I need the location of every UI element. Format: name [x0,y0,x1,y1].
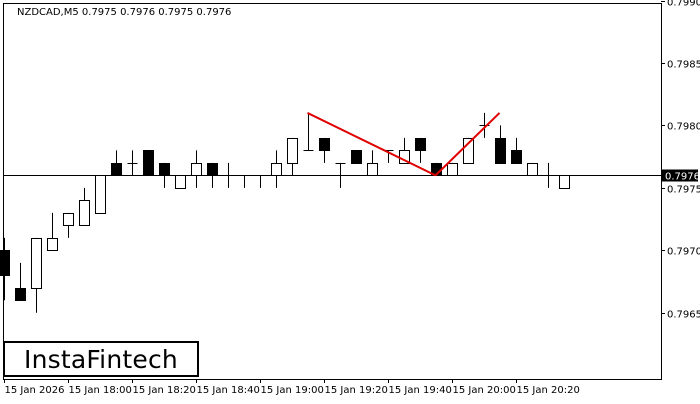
candle [15,262,26,301]
candle-body-bullish [47,238,58,251]
candle [111,150,122,176]
candle [463,137,474,164]
candle [255,175,266,188]
candle [287,137,298,176]
candle-body-bullish [447,163,458,176]
candle [143,150,154,176]
candle-body-bullish [367,163,378,176]
candle-body-bullish [463,138,474,164]
price-tick-label: 0.7990 [667,0,700,9]
candle-body-bearish [511,150,522,164]
candle [527,162,538,176]
candle-body-bearish [0,250,10,276]
candle [319,137,330,163]
time-tick-label: 15 Jan 19:40 [389,385,452,396]
candle [31,237,42,313]
symbol-header: NZDCAD,M5 0.7975 0.7976 0.7975 0.7976 [17,7,231,18]
logo-text: InstaFintech [24,344,178,374]
candle [175,175,186,189]
candle [207,162,218,188]
time-tick-label: 15 Jan 18:00 [69,385,132,396]
candle [95,175,106,214]
time-tick-label: 15 Jan 2026 [5,385,65,396]
candle-body-bearish [319,138,330,151]
candle-body-bullish [191,163,202,176]
candle [159,162,170,188]
candle [511,137,522,164]
price-tick-label: 0.7980 [667,122,700,133]
candle-body-bullish [63,213,74,226]
price-tick-label: 0.7970 [667,247,700,258]
candle [79,187,90,226]
candle [239,175,250,188]
time-tick-label: 15 Jan 19:20 [325,385,388,396]
candle-body-bearish [143,150,154,176]
candle [303,112,314,151]
current-price-label: 0.7976 [665,172,700,183]
candle-body-bullish [95,175,106,214]
time-tick-label: 15 Jan 18:20 [133,385,196,396]
candle-body-bearish [415,138,426,151]
candle [447,162,458,176]
candle-body-bearish [351,150,362,164]
time-tick-label: 15 Jan 18:40 [197,385,260,396]
plot-frame [3,3,662,380]
candle-body-bullish [527,163,538,176]
instafintech-logo: InstaFintech [3,341,199,377]
time-tick-label: 15 Jan 20:00 [453,385,516,396]
candle-body-bearish [15,288,26,301]
candle-body-bearish [111,163,122,176]
current-price-marker [662,169,698,182]
candle [543,162,554,188]
candle-body-bullish [559,175,570,189]
candle [127,150,138,176]
candle [271,150,282,188]
candle-body-bullish [271,163,282,176]
candle-body-bearish [207,163,218,176]
candle-body-bullish [31,238,42,289]
candle [559,175,570,189]
candle [0,237,10,301]
candle [191,150,202,188]
pattern-line [307,112,436,177]
candle [47,212,58,251]
candle-body-bearish [159,163,170,176]
candle-body-bullish [79,200,90,226]
candle [495,125,506,164]
time-tick-label: 15 Jan 19:00 [261,385,324,396]
pattern-line [434,112,501,177]
candle-body-bullish [175,175,186,189]
candle-body-bearish [495,138,506,164]
candle-body-bullish [287,138,298,164]
candle [335,162,346,188]
candle [223,162,234,188]
price-tick-label: 0.7965 [667,310,700,321]
candle [415,137,426,163]
price-tick-label: 0.7975 [667,185,700,196]
time-tick-label: 15 Jan 20:20 [517,385,580,396]
candle [367,150,378,176]
candle [351,150,362,164]
candle [63,212,74,238]
price-tick-label: 0.7985 [667,60,700,71]
